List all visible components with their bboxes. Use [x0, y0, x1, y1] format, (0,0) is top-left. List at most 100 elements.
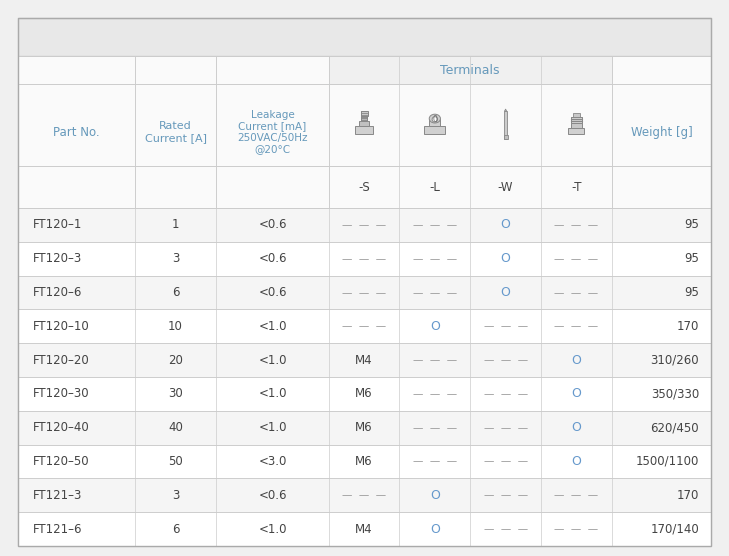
Text: <0.6: <0.6: [258, 252, 286, 265]
Text: O: O: [430, 523, 440, 535]
Bar: [329, 84, 612, 166]
Text: FT120–3: FT120–3: [33, 252, 82, 265]
Text: <3.0: <3.0: [258, 455, 286, 468]
Text: FT120–6: FT120–6: [33, 286, 82, 299]
Text: —  —  —: — — —: [342, 220, 386, 230]
Bar: [18, 343, 711, 377]
Text: O: O: [572, 388, 581, 400]
Text: —  —  —: — — —: [483, 490, 528, 500]
Text: —  —  —: — — —: [554, 220, 599, 230]
Text: 350/330: 350/330: [651, 388, 699, 400]
Bar: [329, 166, 612, 208]
Text: —  —  —: — — —: [413, 423, 457, 433]
Text: <1.0: <1.0: [258, 421, 286, 434]
Bar: [359, 121, 369, 126]
Text: —  —  —: — — —: [342, 254, 386, 264]
Text: -S: -S: [358, 181, 370, 193]
Text: 170/140: 170/140: [650, 523, 699, 535]
Text: <0.6: <0.6: [258, 489, 286, 502]
Text: M4: M4: [355, 354, 373, 366]
Text: —  —  —: — — —: [483, 355, 528, 365]
Text: —  —  —: — — —: [413, 220, 457, 230]
Bar: [612, 56, 711, 208]
Text: —  —  —: — — —: [554, 287, 599, 297]
Text: 40: 40: [168, 421, 183, 434]
Text: 1500/1100: 1500/1100: [636, 455, 699, 468]
Bar: [361, 111, 367, 116]
Text: M6: M6: [355, 455, 373, 468]
Text: —  —  —: — — —: [483, 423, 528, 433]
Text: FT121–6: FT121–6: [33, 523, 82, 535]
Text: 1: 1: [172, 219, 179, 231]
Text: —  —  —: — — —: [413, 456, 457, 466]
Text: 3: 3: [172, 252, 179, 265]
Bar: [18, 276, 711, 309]
Text: FT120–50: FT120–50: [33, 455, 90, 468]
Text: —  —  —: — — —: [342, 287, 386, 297]
Text: 95: 95: [684, 219, 699, 231]
Text: —  —  —: — — —: [483, 456, 528, 466]
Text: Rated
Current [A]: Rated Current [A]: [144, 121, 206, 143]
Text: <1.0: <1.0: [258, 354, 286, 366]
Text: O: O: [572, 455, 581, 468]
Bar: [573, 113, 580, 117]
Bar: [217, 56, 329, 208]
Text: 20: 20: [168, 354, 183, 366]
Text: <0.6: <0.6: [258, 286, 286, 299]
Text: M6: M6: [355, 421, 373, 434]
Text: 95: 95: [684, 252, 699, 265]
Text: O: O: [430, 320, 440, 333]
Text: 620/450: 620/450: [650, 421, 699, 434]
Text: —  —  —: — — —: [342, 321, 386, 331]
Bar: [18, 56, 711, 546]
Bar: [355, 126, 373, 134]
Bar: [18, 445, 711, 478]
Text: 95: 95: [684, 286, 699, 299]
Text: -T: -T: [571, 181, 582, 193]
Text: 30: 30: [168, 388, 183, 400]
Bar: [18, 512, 711, 546]
Text: O: O: [501, 252, 510, 265]
Text: —  —  —: — — —: [483, 524, 528, 534]
Text: —  —  —: — — —: [483, 321, 528, 331]
Text: 6: 6: [172, 523, 179, 535]
Text: -L: -L: [429, 181, 440, 193]
Text: O: O: [430, 489, 440, 502]
Text: O: O: [501, 219, 510, 231]
Bar: [18, 411, 711, 445]
Polygon shape: [20, 213, 267, 541]
Bar: [569, 128, 585, 134]
Bar: [429, 118, 440, 126]
Text: 6: 6: [172, 286, 179, 299]
Text: M6: M6: [355, 388, 373, 400]
Bar: [504, 135, 507, 138]
Bar: [18, 18, 711, 56]
Polygon shape: [504, 109, 507, 111]
Text: FT120–30: FT120–30: [33, 388, 90, 400]
Text: 170: 170: [677, 489, 699, 502]
Bar: [361, 111, 367, 121]
Text: -W: -W: [498, 181, 513, 193]
Text: FT121–3: FT121–3: [33, 489, 82, 502]
Text: Weight [g]: Weight [g]: [631, 126, 693, 138]
Text: O: O: [572, 421, 581, 434]
Text: 50: 50: [168, 455, 183, 468]
Text: <1.0: <1.0: [258, 320, 286, 333]
Bar: [18, 377, 711, 411]
Bar: [504, 111, 507, 138]
Circle shape: [432, 117, 437, 122]
Text: 0: 0: [432, 115, 437, 124]
Bar: [571, 117, 582, 123]
Text: 3: 3: [172, 489, 179, 502]
Text: —  —  —: — — —: [554, 524, 599, 534]
Bar: [424, 126, 445, 134]
Text: M4: M4: [355, 523, 373, 535]
Bar: [18, 56, 135, 208]
Text: O: O: [501, 286, 510, 299]
Text: —  —  —: — — —: [413, 254, 457, 264]
Bar: [18, 208, 711, 242]
Text: 170: 170: [677, 320, 699, 333]
Text: FT120–40: FT120–40: [33, 421, 90, 434]
Bar: [18, 478, 711, 512]
Text: —  —  —: — — —: [413, 287, 457, 297]
